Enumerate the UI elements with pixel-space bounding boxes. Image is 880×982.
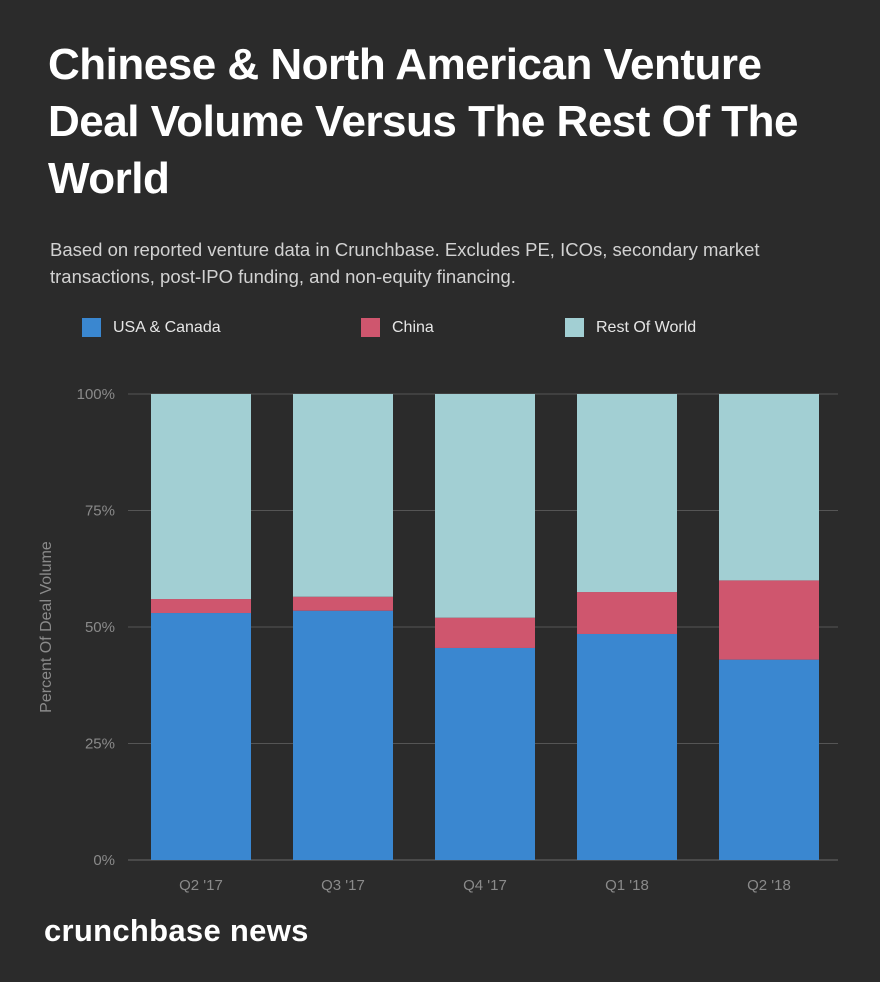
y-tick-label: 50% [85, 619, 115, 636]
y-tick-label: 0% [93, 852, 115, 869]
legend-item-rest-of-world: Rest Of World [565, 318, 696, 337]
legend-label-rest-of-world: Rest Of World [596, 318, 697, 336]
bar-rest-of-world-1 [293, 394, 393, 597]
bar-usa-canada-4 [719, 659, 819, 860]
x-tick-label: Q4 '17 [463, 877, 507, 894]
legend-label-usa-canada: USA & Canada [113, 318, 221, 336]
axes: 0% 25% 50% 75% 100% Q2 '17 Q3 '17 Q4 '17 Q1 '18 Q… [77, 386, 791, 894]
y-tick-label: 75% [85, 503, 115, 520]
x-tick-label: Q2 '17 [179, 877, 223, 894]
y-tick-label: 100% [77, 386, 115, 403]
bars [151, 394, 819, 860]
legend-item-usa-canada: USA & Canada [82, 318, 221, 337]
legend-label-china: China [392, 318, 434, 336]
bar-rest-of-world-3 [577, 394, 677, 593]
bar-rest-of-world-4 [719, 394, 819, 581]
bar-usa-canada-2 [435, 647, 535, 860]
bar-china-2 [435, 617, 535, 648]
x-tick-label: Q3 '17 [321, 877, 365, 894]
chart-legend: USA & Canada China Rest Of World [82, 318, 842, 342]
y-tick-label: 25% [85, 736, 115, 753]
y-axis-label: Percent Of Deal Volume [38, 541, 55, 713]
bar-rest-of-world-0 [151, 394, 251, 600]
bar-usa-canada-3 [577, 633, 677, 860]
bar-usa-canada-0 [151, 613, 251, 860]
chart-title: Chinese & North American Venture Deal Vo… [48, 40, 798, 203]
bar-china-3 [577, 592, 677, 634]
chart-subtitle: Based on reported venture data in Crunch… [50, 239, 760, 287]
bar-china-1 [293, 596, 393, 611]
x-tick-label: Q1 '18 [605, 877, 649, 894]
x-tick-label: Q2 '18 [747, 877, 791, 894]
legend-swatch-china [361, 318, 380, 337]
legend-swatch-usa-canada [82, 318, 101, 337]
brand-logo: crunchbase news [44, 913, 309, 948]
legend-item-china: China [361, 318, 434, 337]
bar-usa-canada-1 [293, 610, 393, 860]
bar-china-4 [719, 580, 819, 660]
legend-swatch-rest-of-world [565, 318, 584, 337]
bar-china-0 [151, 599, 251, 614]
bar-rest-of-world-2 [435, 394, 535, 618]
